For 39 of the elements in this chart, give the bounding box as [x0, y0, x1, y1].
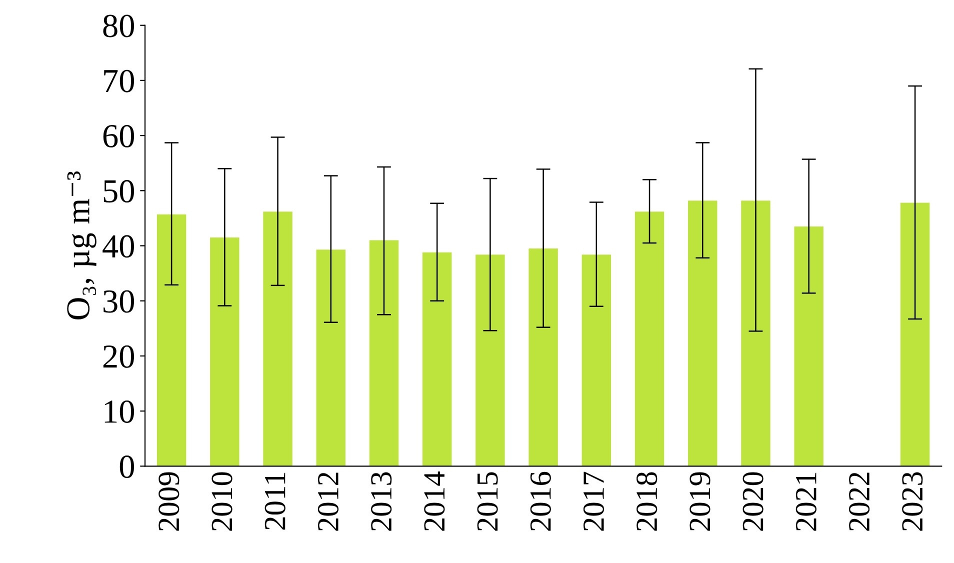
- x-tick-label: 2019: [690, 472, 710, 531]
- x-tick-label: 2018: [636, 472, 658, 531]
- bar: [688, 200, 718, 466]
- y-tick-label: 80: [103, 14, 134, 38]
- y-tick-label: 70: [104, 70, 134, 92]
- bar: [634, 212, 664, 466]
- bar: [900, 202, 930, 466]
- bar: [369, 240, 399, 466]
- bar: [528, 248, 558, 466]
- bar: [316, 250, 346, 466]
- bar: [210, 237, 240, 466]
- x-tick-label: 2022: [848, 472, 870, 531]
- bar: [741, 200, 770, 466]
- x-tick-label: 2020: [742, 472, 764, 531]
- y-tick-label: 50: [104, 180, 134, 203]
- y-tick-label: 20: [103, 345, 134, 368]
- bar: [422, 252, 452, 466]
- bar: [476, 254, 505, 466]
- bar: [263, 212, 292, 466]
- y-tick-label: 60: [103, 124, 134, 148]
- x-tick-label: 2023: [902, 472, 923, 531]
- x-tick-label: 2021: [796, 472, 816, 531]
- y-axis-title: O₃, µg m⁻³: [67, 171, 96, 320]
- x-tick-label: 2016: [530, 472, 551, 531]
- x-tick-label: 2013: [371, 472, 392, 531]
- x-tick-label: 2014: [424, 472, 445, 531]
- x-tick-label: 2015: [477, 472, 498, 531]
- x-tick-label: 2011: [264, 472, 286, 530]
- x-tick-label: 2012: [318, 472, 339, 531]
- bar: [794, 226, 824, 466]
- y-tick-label: 30: [104, 290, 134, 313]
- y-tick-label: 40: [102, 235, 134, 258]
- y-tick-label: 0: [120, 456, 134, 478]
- x-tick-label: 2010: [212, 472, 232, 531]
- x-tick-label: 2017: [583, 472, 604, 531]
- x-tick-label: 2009: [158, 472, 180, 531]
- y-tick-label: 10: [104, 400, 134, 423]
- bar: [156, 214, 186, 466]
- bar: [582, 254, 612, 466]
